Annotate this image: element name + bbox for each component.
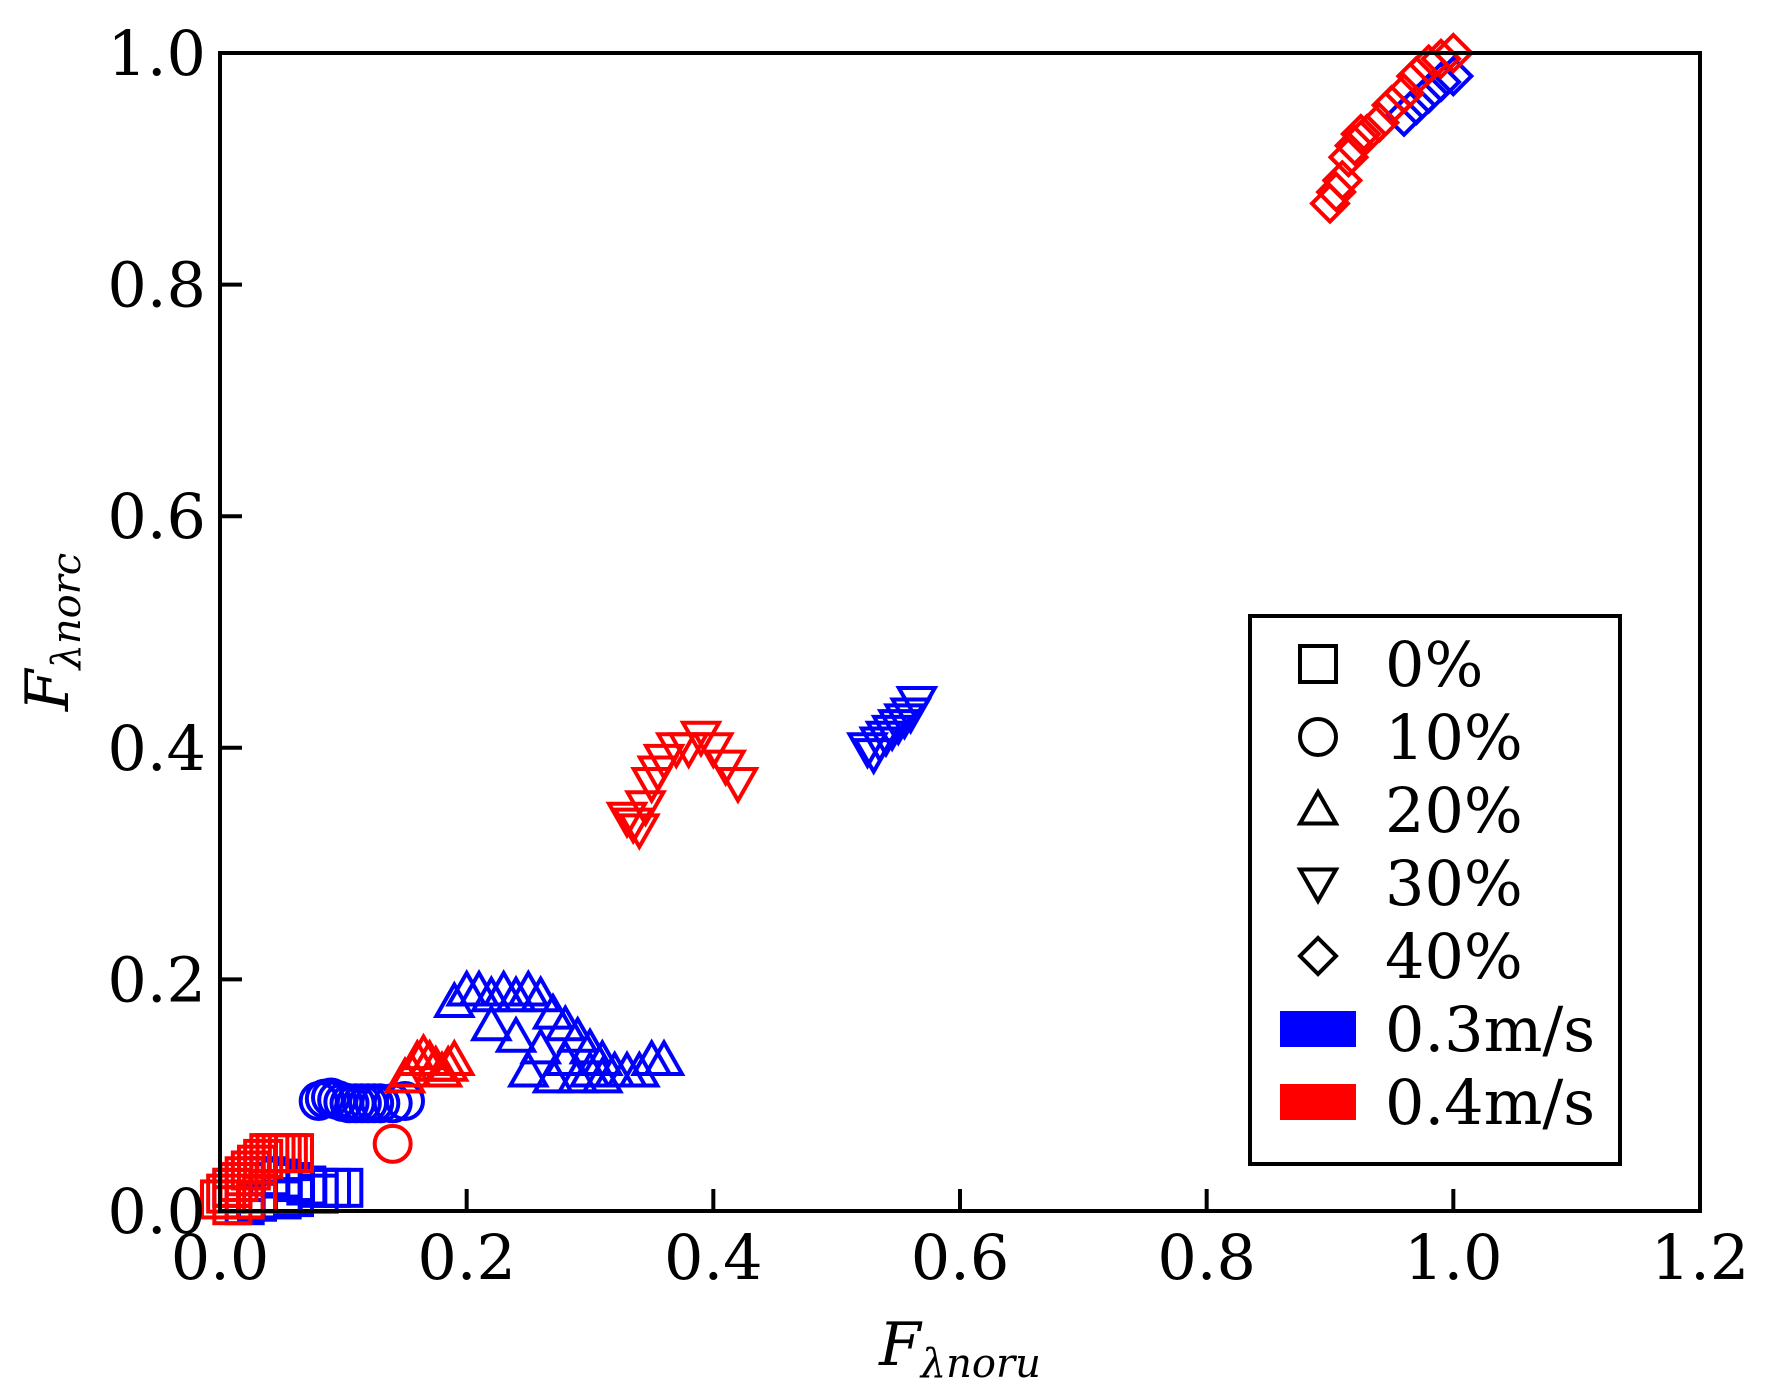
legend-label-2: 20% [1385, 774, 1523, 847]
data-point-triangle-up-4-17 [642, 1038, 686, 1076]
x-axis-title-main: F [878, 1310, 923, 1380]
data-point-triangle-up-4-24 [531, 1055, 575, 1094]
data-point-square-1-13 [212, 1185, 253, 1226]
data-point-triangle-up-4-5 [494, 974, 538, 1013]
data-point-diamond-9-13 [1432, 32, 1475, 74]
data-point-square-1-14 [224, 1179, 265, 1220]
data-point-square-0-9 [323, 1167, 364, 1208]
data-point-triangle-up-4-4 [482, 968, 526, 1007]
y-axis-title: Fλnorc [13, 553, 90, 712]
data-point-triangle-up-4-19 [494, 1015, 538, 1053]
data-point-circle-2-10 [360, 1083, 401, 1124]
data-point-triangle-up-4-18 [469, 1003, 513, 1042]
legend-label-3: 30% [1385, 847, 1523, 920]
x-tick-label-0: 0.0 [171, 1221, 270, 1294]
y-tick-label-0: 0.0 [107, 1175, 206, 1248]
data-point-diamond-8-3 [1420, 61, 1462, 103]
legend: 0%10%20%30%40%0.3m/s0.4m/s [1248, 614, 1622, 1166]
x-axis-title-sub: λnoru [919, 1341, 1041, 1387]
legend-swatch-1 [1280, 1084, 1356, 1120]
data-point-diamond-9-9 [1383, 72, 1425, 115]
data-point-triangle-down-6-0 [846, 732, 889, 770]
legend-color-label-1: 0.4m/s [1385, 1066, 1595, 1139]
data-point-diamond-9-8 [1370, 84, 1413, 126]
x-tick-label-1: 0.2 [417, 1221, 516, 1294]
legend-marker-square [1298, 644, 1338, 684]
legend-swatch-0 [1280, 1011, 1356, 1047]
data-point-triangle-up-5-8 [432, 1038, 476, 1076]
y-tick-label-2: 0.4 [107, 712, 206, 785]
data-point-square-1-12 [274, 1133, 314, 1174]
data-point-triangle-down-6-8 [895, 685, 939, 724]
x-tick-label-4: 0.8 [1157, 1221, 1256, 1294]
x-tick-label-3: 0.6 [911, 1221, 1010, 1294]
data-point-triangle-up-4-21 [543, 1038, 587, 1076]
data-point-diamond-8-0 [1383, 95, 1425, 138]
data-point-triangle-up-4-25 [556, 1055, 600, 1094]
data-point-diamond-9-7 [1358, 101, 1401, 144]
y-tick-label-5: 1.0 [107, 17, 206, 90]
x-tick-label-5: 1.0 [1404, 1221, 1503, 1294]
data-point-triangle-up-4-0 [432, 980, 476, 1019]
data-point-triangle-down-7-9 [679, 720, 723, 759]
legend-marker-triangle-up [1296, 787, 1340, 826]
data-marks [200, 32, 1475, 1226]
y-tick-label-3: 0.6 [107, 480, 206, 553]
data-point-triangle-down-6-6 [883, 703, 926, 741]
data-point-diamond-9-10 [1395, 55, 1438, 97]
x-tick-label-6: 1.2 [1651, 1221, 1750, 1294]
axis-ticks: 0.0 0.2 0.4 0.6 0.8 1.0 1.2 0.0 0.2 0.4 0.6 0.8 1.0 [107, 17, 1749, 1294]
data-point-triangle-down-7-12 [716, 767, 760, 805]
x-axis-title: Fλnoru [878, 1310, 1041, 1387]
data-point-circle-3-0 [372, 1123, 413, 1164]
legend-marker-triangle-down [1296, 867, 1340, 906]
y-tick-label-1: 0.2 [107, 943, 206, 1016]
data-point-triangle-up-4-26 [580, 1055, 624, 1094]
legend-label-4: 40% [1385, 920, 1523, 993]
data-point-triangle-up-4-15 [617, 1050, 661, 1088]
data-point-triangle-up-4-20 [519, 1026, 563, 1065]
data-point-diamond-9-2 [1321, 159, 1364, 202]
data-point-triangle-up-4-22 [568, 1050, 612, 1088]
legend-marker-diamond [1297, 935, 1339, 977]
data-point-triangle-up-4-6 [506, 968, 550, 1007]
x-tick-label-2: 0.4 [664, 1221, 763, 1294]
data-point-triangle-down-7-1 [611, 807, 655, 846]
data-point-diamond-9-4 [1333, 124, 1376, 167]
data-point-triangle-up-5-6 [420, 1050, 464, 1088]
y-axis-title-sub: λnorc [44, 553, 90, 672]
data-point-circle-2-12 [385, 1080, 425, 1121]
data-point-triangle-up-4-7 [519, 974, 563, 1013]
legend-marker-circle [1298, 717, 1338, 757]
data-point-diamond-9-6 [1346, 113, 1388, 155]
data-point-triangle-down-7-7 [654, 732, 698, 770]
data-point-diamond-9-1 [1315, 171, 1357, 213]
data-point-triangle-up-4-23 [506, 1050, 550, 1088]
legend-color-label-0: 0.3m/s [1385, 993, 1595, 1066]
y-axis-title-main: F [13, 667, 83, 712]
data-point-triangle-up-5-7 [426, 1044, 470, 1082]
data-point-diamond-9-5 [1340, 113, 1382, 155]
legend-label-1: 10% [1385, 701, 1523, 774]
y-tick-label-4: 0.8 [107, 249, 206, 322]
legend-label-0: 0% [1385, 628, 1483, 701]
data-point-triangle-down-7-0 [605, 801, 649, 840]
data-point-triangle-up-4-2 [457, 968, 501, 1007]
